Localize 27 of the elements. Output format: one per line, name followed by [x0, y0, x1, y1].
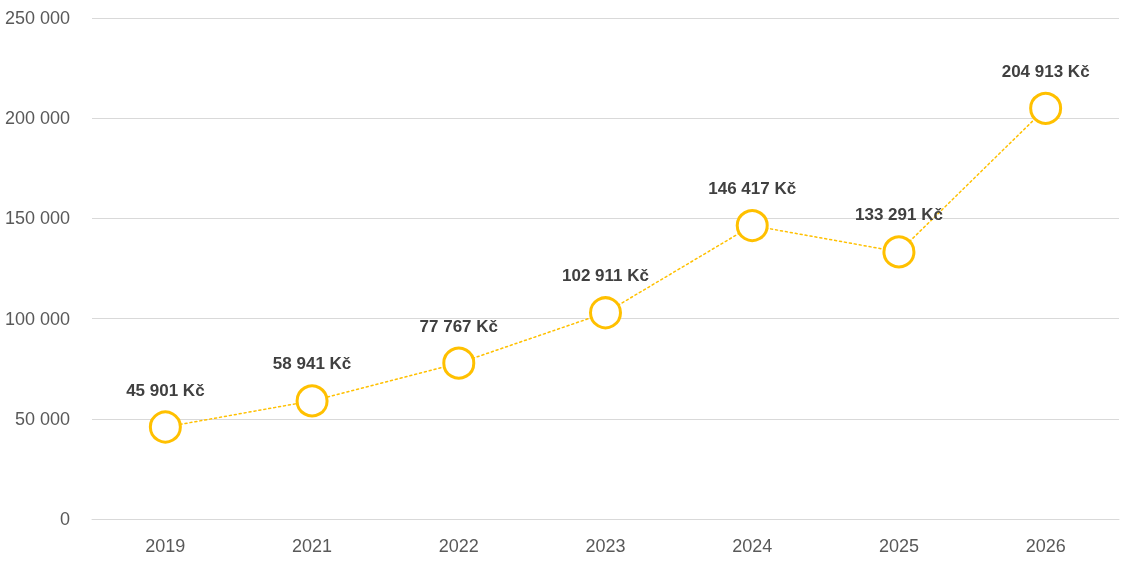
y-tick-label: 150 000: [4, 208, 70, 229]
data-label: 102 911 Kč: [562, 266, 649, 286]
x-tick-label: 2023: [585, 536, 626, 556]
y-tick-label: 200 000: [4, 108, 70, 129]
data-label: 146 417 Kč: [708, 179, 797, 199]
point: [442, 346, 476, 380]
x-tick-label: 2024: [732, 536, 773, 556]
x-tick-label: 2026: [1025, 536, 1066, 556]
data-label: 204 913 Kč: [1001, 61, 1090, 81]
data-label: 45 901 Kč: [126, 380, 205, 400]
point: [1029, 91, 1063, 125]
y-tick-label: 100 000: [4, 308, 70, 329]
y-tick-label: 0: [59, 509, 70, 529]
y-tick-label: 250 000: [4, 8, 70, 28]
point: [735, 209, 769, 243]
point: [148, 410, 182, 444]
x-tick-label: 2022: [438, 536, 479, 556]
x-tick-label: 2019: [145, 536, 186, 556]
data-label: 58 941 Kč: [272, 354, 352, 374]
x-tick-label: 2025: [878, 536, 919, 556]
data-label: 77 767 Kč: [419, 316, 499, 336]
point: [589, 296, 622, 330]
y-tick-label: 50 000: [14, 408, 70, 429]
point: [295, 384, 329, 418]
data-label: 133 291 Kč: [854, 205, 943, 225]
x-tick-label: 2021: [292, 536, 333, 556]
point: [882, 235, 916, 269]
